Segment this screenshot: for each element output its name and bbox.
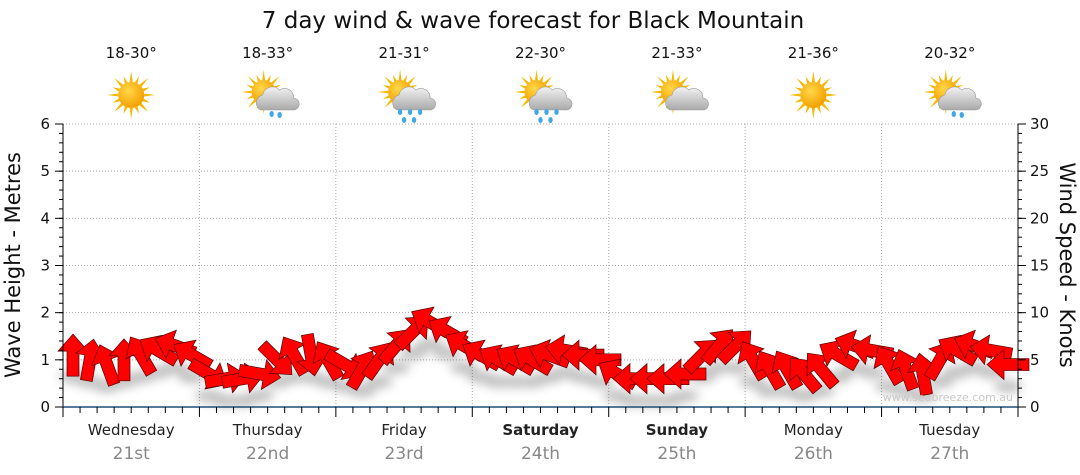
- right-axis-title: Wind Speed - Knots: [1055, 162, 1079, 367]
- arrow-shadow: [671, 389, 699, 402]
- day-name: Sunday: [646, 421, 709, 439]
- arrow-shadow: [858, 366, 886, 379]
- partly-cloudy-shower-icon: [923, 69, 982, 118]
- wind-arrows: [57, 306, 1030, 397]
- grid: [63, 123, 1018, 407]
- day-date: 24th: [521, 444, 560, 464]
- arrow-shadow: [416, 338, 444, 351]
- wind-arrow: [496, 344, 537, 377]
- day-friday: 21-31° Friday 23rd: [377, 44, 436, 464]
- showers-icon: [514, 69, 573, 123]
- wind-arrow: [578, 344, 622, 376]
- day-monday: 21-36° Monday 26th: [784, 44, 843, 464]
- chart-title: 7 day wind & wave forecast for Black Mou…: [262, 8, 804, 34]
- left-axis-title: Wave Height - Metres: [1, 152, 25, 378]
- watermark: www.seabreeze.com.au: [883, 391, 1013, 404]
- temperature-range: 20-32°: [924, 44, 975, 62]
- day-name: Friday: [381, 421, 427, 439]
- left-tick-label: 0: [40, 398, 50, 416]
- temperature-range: 18-30°: [106, 44, 157, 62]
- day-saturday: 22-30° Saturday 24th: [502, 44, 579, 464]
- partly-cloudy-shower-icon: [241, 69, 300, 118]
- day-date: 21st: [113, 444, 150, 464]
- sunny-icon: [789, 70, 838, 120]
- arrow-shadow: [382, 361, 410, 374]
- day-date: 26th: [794, 444, 833, 464]
- partly-cloudy-icon: [650, 69, 709, 115]
- arrow-shadow: [399, 347, 427, 360]
- day-thursday: 18-33° Thursday 22nd: [232, 44, 303, 464]
- wind-arrow: [479, 344, 520, 377]
- left-tick-label: 3: [40, 257, 50, 275]
- right-tick-label: 15: [1030, 257, 1049, 275]
- wind-arrow: [663, 358, 707, 390]
- day-name: Thursday: [232, 421, 303, 439]
- right-tick-label: 0: [1030, 398, 1040, 416]
- day-date: 25th: [657, 444, 696, 464]
- day-date: 27th: [930, 444, 969, 464]
- left-tick-label: 5: [40, 162, 50, 180]
- wind-arrow: [986, 348, 1030, 381]
- arrow-shadow: [450, 361, 478, 374]
- sunny-icon: [107, 70, 156, 120]
- wind-arrow: [737, 341, 770, 382]
- right-tick-label: 5: [1030, 351, 1040, 369]
- day-headers: 18-30° Wednesday 21st 18-33° Thursday 22nd 21-…: [88, 44, 982, 464]
- temperature-range: 21-33°: [651, 44, 702, 62]
- axes: 0 1 2 3 4 5 6 0 5 10 15 20 25 30: [40, 115, 1049, 417]
- arrow-shadow: [246, 389, 274, 402]
- right-tick-label: 25: [1030, 162, 1049, 180]
- right-tick-label: 30: [1030, 115, 1049, 133]
- right-tick-label: 20: [1030, 209, 1049, 227]
- showers-icon: [377, 69, 436, 123]
- left-tick-label: 1: [40, 351, 50, 369]
- day-name: Wednesday: [88, 421, 175, 439]
- right-tick-label: 10: [1030, 304, 1049, 322]
- temperature-range: 21-36°: [788, 44, 839, 62]
- day-name: Monday: [784, 421, 843, 439]
- temperature-range: 18-33°: [242, 44, 293, 62]
- day-tuesday: 20-32° Tuesday 27th: [918, 44, 982, 464]
- wind-arrow: [173, 339, 214, 372]
- left-tick-label: 2: [40, 304, 50, 322]
- day-sunday: 21-33° Sunday 25th: [646, 44, 709, 464]
- arrow-shadow: [994, 380, 1022, 393]
- temperature-range: 21-31°: [379, 44, 430, 62]
- left-tick-label: 6: [40, 115, 50, 133]
- day-wednesday: 18-30° Wednesday 21st: [88, 44, 175, 464]
- wind-arrow: [237, 359, 282, 391]
- day-name: Tuesday: [918, 421, 980, 439]
- day-name: Saturday: [502, 421, 579, 439]
- temperature-range: 22-30°: [515, 44, 566, 62]
- day-date: 22nd: [246, 444, 289, 464]
- left-tick-label: 4: [40, 209, 50, 227]
- arrow-shadow: [722, 361, 750, 374]
- day-date: 23rd: [385, 444, 424, 464]
